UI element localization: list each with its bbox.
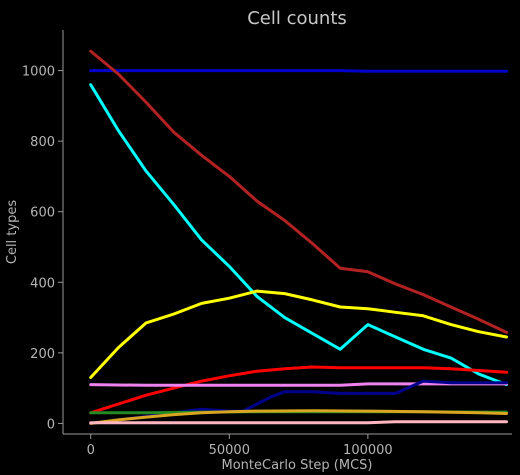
chart-title: Cell counts [247, 8, 347, 29]
series-line-2 [89, 49, 508, 334]
y-tick-label: 400 [30, 276, 55, 291]
x-tick-label: 50000 [209, 443, 250, 458]
series-line-4 [89, 289, 508, 379]
series-line-9 [89, 409, 508, 425]
x-tick-label: 0 [87, 443, 95, 458]
series-line-1 [89, 69, 508, 73]
x-axis-title: MonteCarlo Step (MCS) [221, 458, 372, 473]
series-line-10 [89, 420, 508, 425]
y-tick-label: 1000 [22, 65, 55, 80]
series-line-6 [89, 382, 508, 387]
series-layer [89, 49, 508, 425]
y-tick-label: 200 [30, 347, 55, 362]
y-tick-label: 600 [30, 206, 55, 221]
x-tick-label: 100000 [343, 443, 393, 458]
series-line-5 [89, 365, 508, 415]
series-line-3 [89, 83, 508, 387]
y-axis-title: Cell types [5, 200, 20, 264]
y-tick-label: 800 [30, 135, 55, 150]
axes: 0 200 400 600 800 1000 0 50000 100000 [22, 30, 512, 458]
y-tick-label: 0 [47, 417, 55, 432]
